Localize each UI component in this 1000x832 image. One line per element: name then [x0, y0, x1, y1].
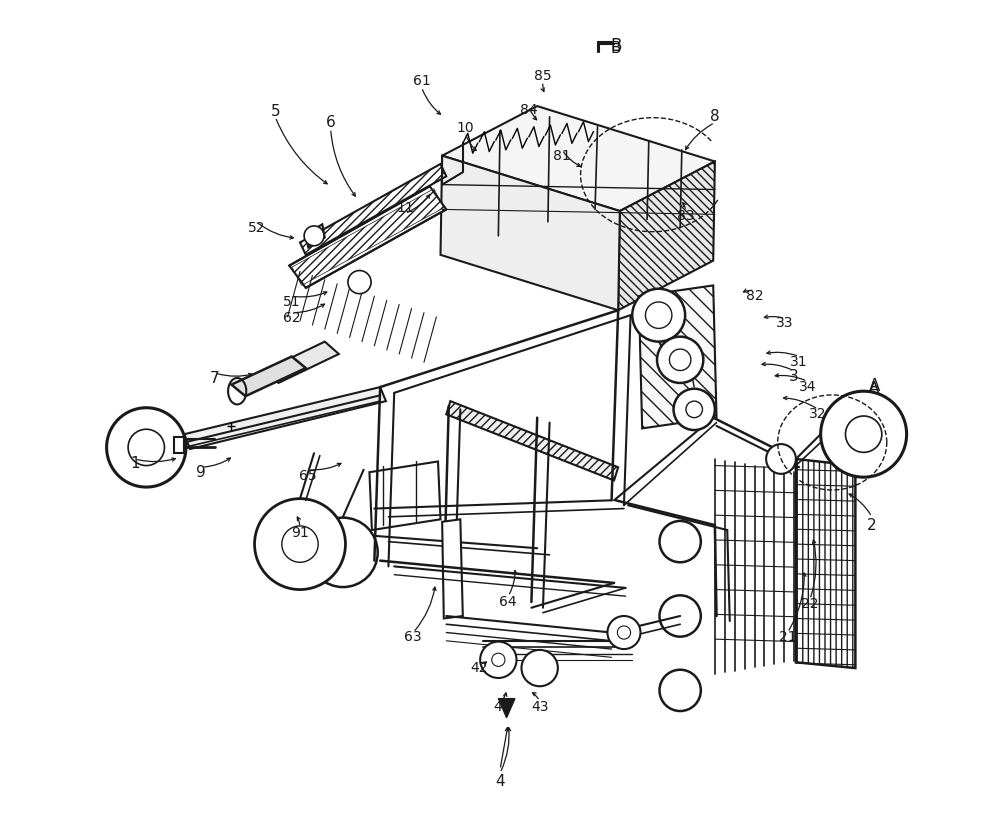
Text: 84: 84: [520, 103, 538, 117]
Text: 43: 43: [531, 700, 548, 714]
Circle shape: [617, 626, 631, 639]
Text: 9: 9: [196, 465, 206, 480]
Text: 22: 22: [801, 597, 819, 612]
Text: B: B: [610, 41, 621, 56]
Circle shape: [660, 596, 701, 636]
Polygon shape: [174, 437, 184, 453]
Circle shape: [128, 429, 164, 466]
Circle shape: [308, 518, 378, 587]
Text: 64: 64: [499, 595, 517, 609]
Text: 42: 42: [471, 661, 488, 675]
Text: 21: 21: [779, 631, 796, 645]
Text: 34: 34: [799, 380, 816, 394]
Polygon shape: [264, 342, 339, 383]
Circle shape: [686, 401, 702, 418]
Text: 51: 51: [283, 295, 301, 309]
Circle shape: [607, 616, 640, 649]
Circle shape: [107, 408, 186, 487]
Circle shape: [632, 289, 685, 342]
Circle shape: [492, 653, 505, 666]
Text: 52: 52: [247, 220, 265, 235]
Text: 65: 65: [299, 468, 317, 483]
Text: 3: 3: [789, 369, 798, 384]
Polygon shape: [442, 519, 463, 618]
Circle shape: [660, 521, 701, 562]
Polygon shape: [231, 356, 306, 396]
Circle shape: [669, 349, 691, 370]
Circle shape: [645, 302, 672, 329]
Text: 7: 7: [210, 371, 220, 386]
Text: 32: 32: [809, 408, 827, 421]
Circle shape: [521, 650, 558, 686]
Polygon shape: [300, 164, 446, 255]
Text: 62: 62: [283, 311, 301, 325]
Text: 91: 91: [291, 527, 309, 540]
Text: 85: 85: [534, 68, 552, 82]
Polygon shape: [796, 459, 855, 668]
Polygon shape: [289, 186, 446, 288]
Circle shape: [845, 416, 882, 453]
Text: 8: 8: [710, 109, 720, 124]
Circle shape: [348, 270, 371, 294]
Text: 33: 33: [776, 316, 794, 330]
Circle shape: [766, 444, 796, 474]
Text: 10: 10: [456, 121, 474, 136]
Text: 11: 11: [396, 201, 414, 215]
Circle shape: [480, 641, 517, 678]
Polygon shape: [369, 462, 440, 530]
Text: 63: 63: [404, 631, 422, 645]
Text: 41: 41: [493, 700, 510, 714]
Polygon shape: [440, 156, 620, 310]
Text: 5: 5: [270, 104, 280, 119]
Polygon shape: [442, 106, 715, 211]
Text: 2: 2: [867, 518, 877, 532]
Circle shape: [674, 389, 715, 430]
Text: 6: 6: [326, 115, 335, 130]
Polygon shape: [306, 225, 325, 247]
Circle shape: [821, 391, 907, 478]
Circle shape: [304, 226, 324, 245]
Text: A: A: [869, 381, 880, 396]
Polygon shape: [446, 401, 618, 480]
Polygon shape: [498, 699, 515, 718]
Polygon shape: [618, 161, 715, 310]
Circle shape: [282, 526, 318, 562]
Text: 1: 1: [130, 457, 140, 472]
Text: 61: 61: [413, 74, 430, 88]
Circle shape: [660, 670, 701, 711]
Text: 83: 83: [677, 209, 695, 223]
Polygon shape: [184, 387, 386, 449]
Text: B: B: [610, 37, 621, 55]
Text: 82: 82: [746, 290, 763, 303]
Circle shape: [657, 337, 703, 383]
Polygon shape: [639, 285, 717, 428]
Text: 4: 4: [495, 774, 505, 789]
Text: 31: 31: [790, 355, 808, 369]
Text: 81: 81: [553, 149, 571, 163]
Text: A: A: [869, 377, 880, 395]
Circle shape: [255, 498, 345, 590]
